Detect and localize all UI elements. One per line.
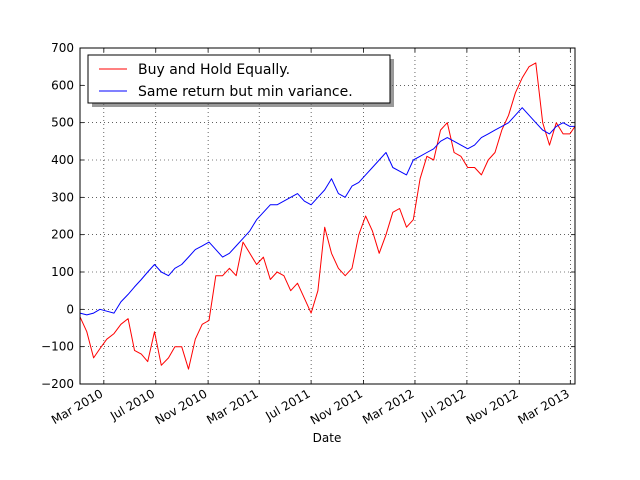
legend-label-buy-and-hold: Buy and Hold Equally.: [138, 62, 290, 78]
x-tick-label: Jul 2012: [418, 386, 468, 423]
series-line-buy-and-hold: [79, 62, 576, 370]
plot-frame: [79, 47, 576, 385]
legend-box: [87, 54, 391, 104]
y-tick-label: −100: [41, 340, 74, 354]
x-tick-label: Nov 2012: [464, 386, 521, 427]
x-tick-label: Mar 2012: [360, 386, 416, 427]
y-tick-label: 100: [51, 265, 74, 279]
y-tick-label: 600: [51, 78, 74, 92]
x-tick-label: Nov 2011: [308, 386, 365, 427]
legend: Buy and Hold Equally. Same return but mi…: [87, 54, 394, 107]
series-line-min-variance: [79, 107, 575, 316]
y-tick-label: 200: [51, 228, 74, 242]
y-tick-label: 300: [51, 190, 74, 204]
grid: [80, 48, 575, 384]
legend-label-min-variance: Same return but min variance.: [138, 84, 353, 100]
y-tick-label: −200: [41, 377, 74, 391]
y-tick-label: 400: [51, 153, 74, 167]
x-tick-label: Jul 2010: [107, 386, 157, 423]
series-layer: [79, 62, 576, 370]
y-tick-label: 0: [66, 302, 74, 316]
x-tick-label: Mar 2010: [49, 386, 105, 427]
y-tick-label: 700: [51, 41, 74, 55]
x-tick-label: Jul 2011: [262, 386, 312, 423]
y-axis: −200 −100 0 100 200 300 400 500 600 700: [41, 41, 575, 391]
x-axis-label: Date: [313, 431, 342, 445]
y-tick-label: 500: [51, 116, 74, 130]
x-tick-label: Mar 2011: [204, 386, 260, 427]
x-tick-label: Nov 2010: [153, 386, 210, 427]
x-tick-label: Mar 2013: [515, 386, 571, 427]
